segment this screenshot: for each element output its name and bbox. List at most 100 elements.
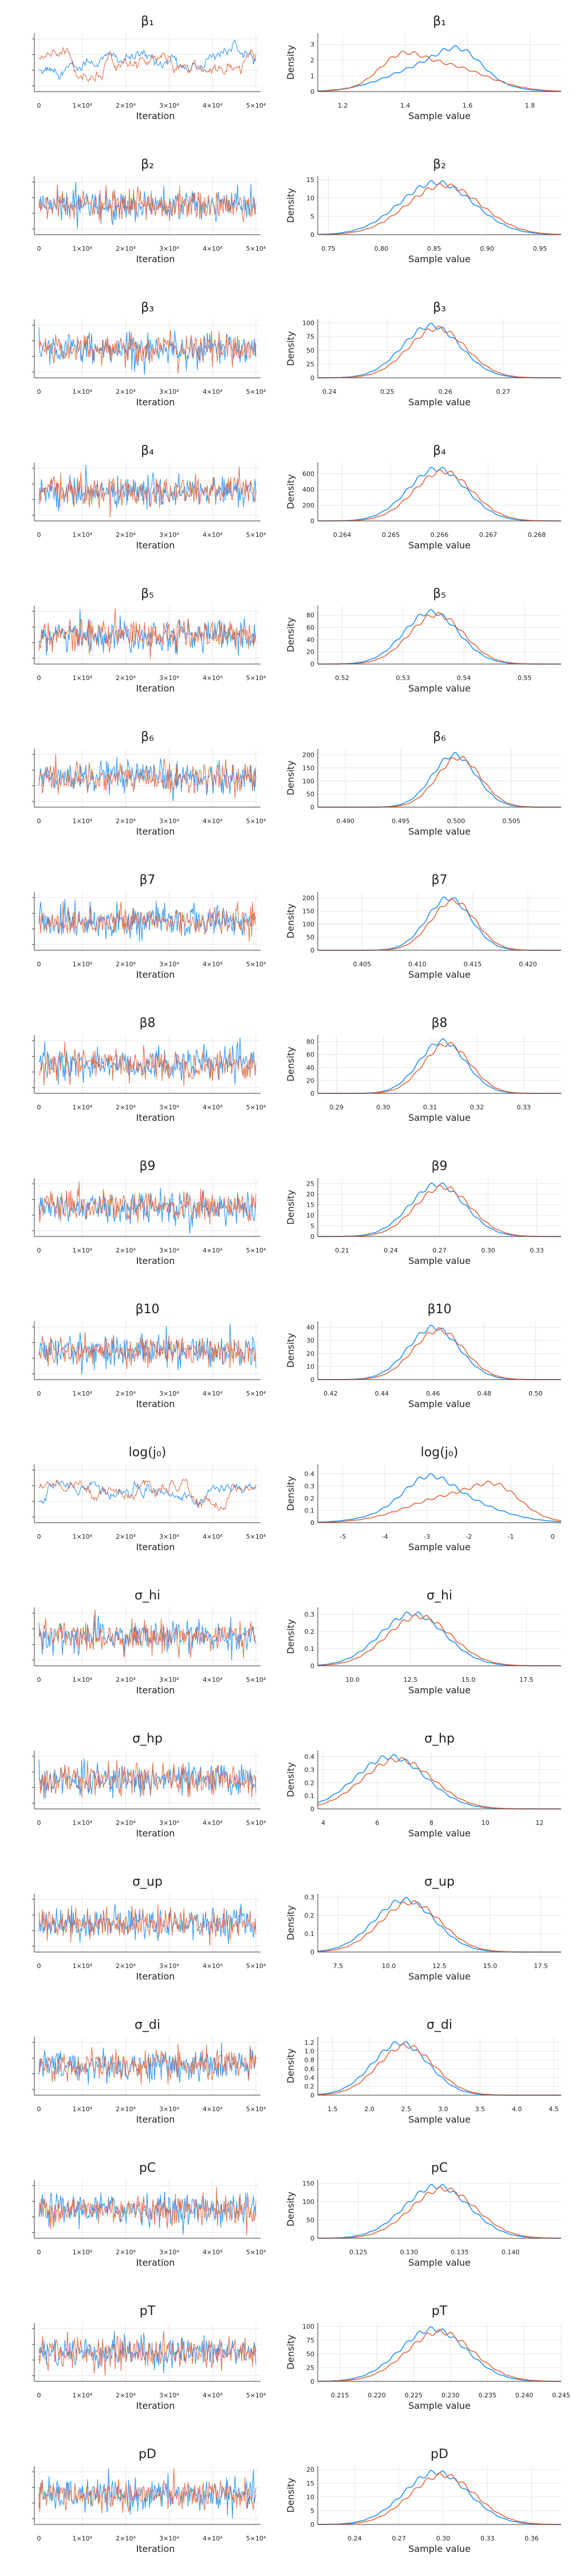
- density-x-label: Sample value: [408, 969, 471, 980]
- trace-line-chain1: [38, 1615, 257, 1660]
- density-x-tick-label: 0.267: [479, 531, 498, 539]
- trace-x-tick-label: 3×10⁴: [159, 388, 179, 396]
- density-x-tick-label: 10: [482, 1819, 490, 1827]
- density-line-chain2: [318, 756, 561, 808]
- trace-x-label: Iteration: [136, 1685, 175, 1696]
- density-y-tick-label: 0.3: [305, 1483, 315, 1490]
- density-y-tick-label: 80: [306, 612, 314, 619]
- density-x-tick-label: 0.54: [457, 674, 471, 682]
- density-title: σ_di: [427, 2018, 452, 2032]
- trace-x-tick-label: 0: [37, 1390, 41, 1397]
- density-x-label: Sample value: [408, 1255, 471, 1266]
- density-panel: 0 0.1 0.2 0.3 0.4 4 6 8 10 12 Sample value Density: [285, 1751, 561, 1839]
- density-x-tick-label: -2: [466, 1533, 472, 1540]
- trace-panel: 0 1×10⁴ 2×10⁴ 3×10⁴ 4×10⁴ 5×10⁴ Iteration: [32, 2323, 266, 2411]
- trace-line-chain1: [38, 464, 257, 512]
- trace-line-chain2: [38, 2468, 257, 2514]
- density-y-tick-label: 40: [306, 1064, 314, 1072]
- density-x-tick-label: 17.5: [519, 1676, 534, 1684]
- trace-line-chain2: [38, 1609, 257, 1658]
- trace-x-tick-label: 5×10⁴: [246, 817, 266, 825]
- trace-x-tick-label: 4×10⁴: [203, 2535, 223, 2542]
- density-x-tick-label: 15.0: [461, 1676, 476, 1684]
- density-title: β₁: [433, 14, 446, 29]
- density-line-chain1: [318, 2470, 561, 2525]
- density-x-tick-label: 1.6: [463, 102, 473, 109]
- density-y-tick-label: 0: [310, 2235, 314, 2242]
- trace-x-label: Iteration: [136, 540, 175, 551]
- trace-x-tick-label: 3×10⁴: [159, 2105, 179, 2113]
- density-title: β₂: [433, 157, 446, 172]
- density-y-tick-label: 0: [310, 804, 314, 811]
- density-x-tick-label: 0.95: [533, 245, 547, 252]
- trace-line-chain1: [38, 1037, 257, 1085]
- trace-x-label: Iteration: [136, 1112, 175, 1123]
- density-x-tick-label: 0.55: [518, 674, 532, 682]
- density-y-tick-label: 0.2: [305, 1495, 315, 1502]
- trace-x-tick-label: 4×10⁴: [203, 1962, 223, 1970]
- density-x-tick-label: 0.225: [405, 2392, 423, 2399]
- density-x-tick-label: 0.36: [524, 2535, 539, 2542]
- density-line-chain2: [317, 1614, 561, 1666]
- param-row-14: σ_di σ_di 0 1×10⁴ 2×10⁴ 3×10⁴ 4×10⁴ 5×10⁴ Iterat…: [32, 2018, 561, 2125]
- density-y-tick-label: 100: [302, 319, 314, 327]
- density-y-tick-label: 0.6: [305, 2065, 315, 2073]
- density-panel: 0 20 40 60 80 0.29 0.30 0.31 0.32 0.33 Sample valu…: [285, 1035, 561, 1123]
- density-x-tick-label: -4: [382, 1533, 388, 1540]
- trace-line-chain2: [38, 1041, 257, 1086]
- density-x-tick-label: 6: [375, 1819, 379, 1827]
- density-line-chain2: [317, 1480, 562, 1523]
- density-x-tick-label: 0.410: [408, 961, 427, 968]
- density-x-tick-label: 0.266: [431, 531, 449, 539]
- density-y-label: Density: [285, 475, 296, 509]
- density-x-tick-label: 0.85: [427, 245, 441, 252]
- density-x-label: Sample value: [408, 1398, 471, 1409]
- density-x-tick-label: 4: [321, 1819, 325, 1827]
- trace-x-tick-label: 1×10⁴: [72, 961, 92, 968]
- density-y-tick-label: 150: [302, 764, 314, 772]
- density-x-tick-label: 0.52: [335, 674, 349, 682]
- trace-x-tick-label: 0: [37, 1676, 41, 1684]
- density-y-tick-label: 200: [302, 895, 314, 902]
- density-x-label: Sample value: [408, 1685, 471, 1696]
- trace-title: pD: [139, 2447, 156, 2462]
- density-panel: 0 50 100 150 0.125 0.130 0.135 0.140 Sample valu…: [285, 2180, 561, 2268]
- trace-x-tick-label: 3×10⁴: [159, 1390, 179, 1397]
- trace-x-tick-label: 4×10⁴: [203, 2105, 223, 2113]
- density-x-tick-label: 4.5: [549, 2105, 559, 2113]
- density-x-tick-label: 0.21: [335, 1247, 349, 1254]
- density-x-tick-label: 10.0: [345, 1676, 360, 1684]
- trace-x-tick-label: 1×10⁴: [72, 388, 92, 396]
- trace-line-chain1: [38, 1480, 257, 1507]
- density-title: σ_up: [424, 1875, 455, 1889]
- density-x-tick-label: 3.0: [438, 2105, 448, 2113]
- density-x-label: Sample value: [408, 254, 471, 264]
- trace-x-tick-label: 3×10⁴: [159, 2249, 179, 2256]
- density-line-chain2: [318, 325, 561, 378]
- density-x-tick-label: 0.25: [380, 388, 395, 396]
- density-panel: 0 5 10 15 20 0.24 0.27 0.30 0.33 0.36 Sample value…: [285, 2466, 561, 2554]
- density-x-tick-label: 1.4: [400, 102, 411, 109]
- trace-x-tick-label: 5×10⁴: [246, 1104, 266, 1111]
- density-x-tick-label: 0.130: [400, 2249, 419, 2256]
- trace-panel: 0 1×10⁴ 2×10⁴ 3×10⁴ 4×10⁴ 5×10⁴ Iteration: [32, 176, 266, 264]
- trace-x-tick-label: 2×10⁴: [116, 2392, 136, 2399]
- density-y-tick-label: 75: [306, 333, 314, 341]
- density-y-tick-label: 0: [310, 661, 314, 668]
- trace-x-tick-label: 5×10⁴: [246, 2249, 266, 2256]
- density-x-tick-label: 12: [535, 1819, 543, 1827]
- trace-x-tick-label: 3×10⁴: [159, 961, 179, 968]
- density-line-chain1: [317, 1754, 561, 1809]
- density-y-tick-label: 0.8: [305, 2057, 315, 2064]
- density-x-tick-label: 0.90: [480, 245, 494, 252]
- param-row-8: β9 β90 1×10⁴ 2×10⁴ 3×10⁴ 4×10⁴ 5×10⁴Iteration0…: [32, 1159, 561, 1266]
- trace-x-tick-label: 1×10⁴: [72, 245, 92, 252]
- density-x-tick-label: 0.30: [481, 1247, 495, 1254]
- density-line-chain2: [318, 898, 561, 951]
- trace-x-tick-label: 4×10⁴: [203, 245, 223, 252]
- density-y-label: Density: [285, 2478, 296, 2513]
- trace-x-tick-label: 5×10⁴: [246, 102, 266, 109]
- density-y-tick-label: 0: [310, 231, 314, 239]
- density-y-tick-label: 0: [310, 1090, 314, 1097]
- density-x-tick-label: 0.48: [478, 1390, 492, 1397]
